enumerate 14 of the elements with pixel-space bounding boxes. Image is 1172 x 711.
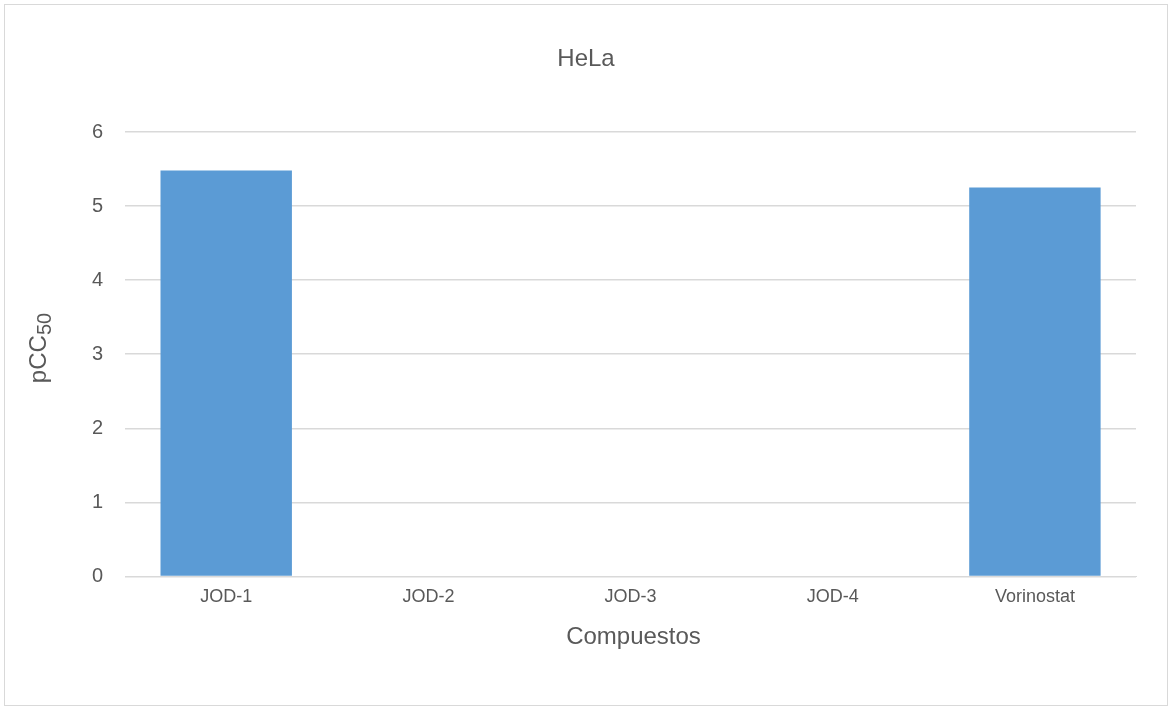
- x-axis-title: Compuestos: [565, 622, 702, 650]
- y-tick-label: 4: [92, 267, 104, 290]
- x-tick-label: JOD-4: [806, 586, 859, 607]
- y-tick-label: 0: [92, 563, 104, 586]
- y-tick-label: 5: [92, 193, 104, 216]
- x-tick-label: Vorinostat: [994, 586, 1075, 607]
- y-tick-label: 3: [92, 341, 104, 364]
- y-tick-label: 6: [92, 119, 104, 142]
- y-tick-label: 2: [92, 415, 104, 438]
- chart-title: HeLa: [556, 44, 616, 72]
- x-tick-label: JOD-2: [402, 586, 455, 607]
- x-tick-label: JOD-1: [200, 586, 253, 607]
- y-tick-label: 1: [92, 489, 104, 512]
- x-tick-label: JOD-3: [604, 586, 657, 607]
